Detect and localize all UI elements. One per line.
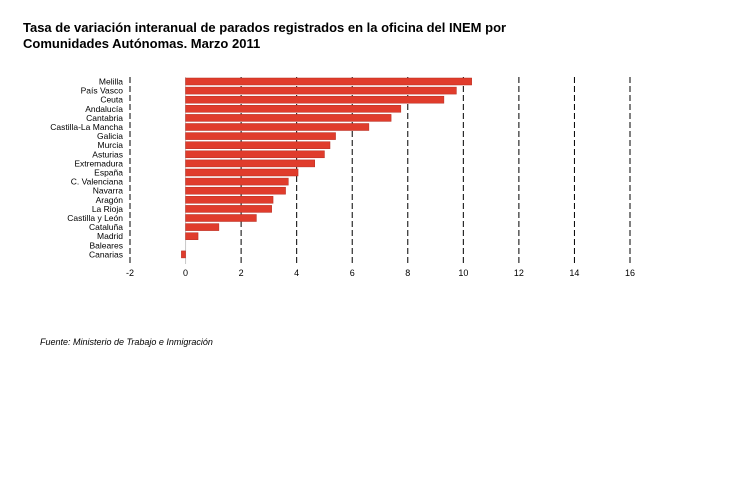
category-label-6: Galicia <box>97 131 123 141</box>
bar-9 <box>185 159 315 168</box>
bar-4 <box>185 114 392 122</box>
x-tick-label-2: 2 <box>239 268 244 278</box>
category-label-14: La Rioja <box>92 204 123 214</box>
chart-title: Tasa de variación interanual de parados … <box>23 20 623 52</box>
x-tick-label-8: 14 <box>569 268 579 278</box>
bar-17 <box>185 232 199 240</box>
bar-15 <box>185 214 257 222</box>
bar-13 <box>185 196 274 204</box>
bar-0 <box>185 77 472 86</box>
bar-1 <box>185 86 457 95</box>
category-label-4: Cantabria <box>86 113 123 123</box>
x-tick-label-5: 8 <box>405 268 410 278</box>
bar-19 <box>181 250 186 259</box>
category-label-11: C. Valenciana <box>71 177 124 187</box>
bar-5 <box>185 123 370 131</box>
bar-14 <box>185 205 272 213</box>
bars <box>181 77 472 259</box>
category-label-1: País Vasco <box>81 86 124 96</box>
bar-11 <box>185 177 289 186</box>
category-label-0: Melilla <box>99 77 123 87</box>
category-label-12: Navarra <box>93 186 124 196</box>
category-label-7: Murcia <box>97 140 123 150</box>
category-label-13: Aragón <box>96 195 124 205</box>
bar-10 <box>185 168 299 177</box>
category-label-8: Asturias <box>92 149 123 159</box>
category-label-2: Ceuta <box>100 95 123 105</box>
x-tick-label-0: -2 <box>126 268 134 278</box>
x-tick-labels: -2 0 2 4 6 8 10 12 14 16 <box>126 268 635 278</box>
category-label-5: Castilla-La Mancha <box>50 122 123 132</box>
bar-2 <box>185 95 445 104</box>
category-label-15: Castilla y León <box>67 213 123 223</box>
x-tick-label-3: 4 <box>294 268 299 278</box>
category-label-17: Madrid <box>97 231 123 241</box>
category-label-9: Extremadura <box>74 158 123 168</box>
category-label-18: Baleares <box>89 240 123 250</box>
x-tick-label-9: 16 <box>625 268 635 278</box>
chart-title-line-2: Comunidades Autónomas. Marzo 2011 <box>23 36 261 51</box>
bar-8 <box>185 150 325 159</box>
bar-12 <box>185 186 286 195</box>
category-label-3: Andalucía <box>85 104 123 114</box>
x-tick-label-7: 12 <box>514 268 524 278</box>
chart-title-line-1: Tasa de variación interanual de parados … <box>23 20 507 35</box>
category-label-10: España <box>94 168 123 178</box>
bar-3 <box>185 105 402 113</box>
category-label-19: Canarias <box>89 249 123 259</box>
bar-6 <box>185 132 336 140</box>
bar-7 <box>185 141 331 149</box>
category-label-16: Cataluña <box>89 222 123 232</box>
bar-16 <box>185 223 220 231</box>
source-note: Fuente: Ministerio de Trabajo e Inmigrac… <box>40 337 213 347</box>
x-tick-label-1: 0 <box>183 268 188 278</box>
x-tick-label-6: 10 <box>458 268 468 278</box>
x-tick-label-4: 6 <box>350 268 355 278</box>
